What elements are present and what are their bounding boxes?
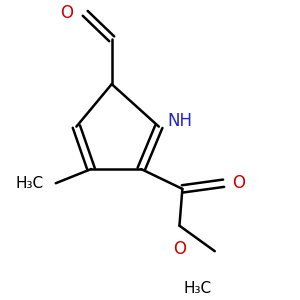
Text: O: O <box>173 240 186 258</box>
Text: O: O <box>60 4 74 22</box>
Text: O: O <box>232 174 245 192</box>
Text: H₃C: H₃C <box>183 281 211 296</box>
Text: H₃C: H₃C <box>16 176 44 191</box>
Text: NH: NH <box>168 112 193 130</box>
